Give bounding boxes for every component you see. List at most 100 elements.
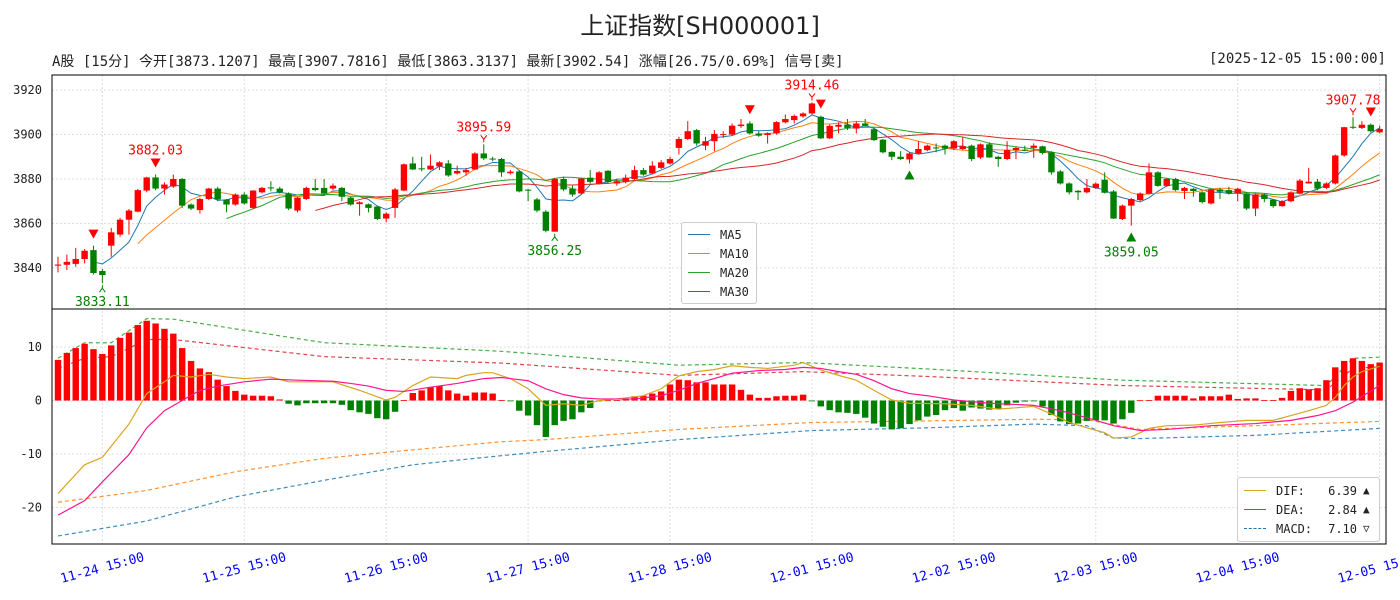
candle <box>178 177 186 208</box>
candle <box>826 124 833 139</box>
candle <box>241 192 248 205</box>
time-tick-label: 11-25 15:00 <box>201 550 288 587</box>
candle-body <box>214 188 221 200</box>
macd-histogram-bar <box>187 360 195 401</box>
macd-histogram-bar <box>897 400 904 429</box>
macd-histogram-bar <box>1199 396 1206 401</box>
macd-histogram-bar <box>870 400 878 424</box>
macd-histogram-bar <box>1340 360 1348 401</box>
macd-histogram-bar <box>1287 390 1295 401</box>
candle <box>320 179 328 195</box>
candle <box>1349 117 1357 129</box>
candle-body <box>1181 187 1188 191</box>
candle <box>950 140 958 151</box>
candle <box>63 254 71 271</box>
legend-macd: MACD: 7.10 ▽ <box>1238 519 1379 538</box>
macd-histogram-bar <box>347 400 354 411</box>
legend-label: DEA: <box>1276 502 1305 517</box>
macd-histogram-bar <box>1207 396 1215 401</box>
candle <box>551 177 558 232</box>
candle-body <box>1225 190 1233 194</box>
candle <box>108 227 115 257</box>
candle-body <box>1296 180 1303 194</box>
candle-body <box>1278 201 1286 207</box>
macd-histogram-bar <box>826 400 833 411</box>
macd-histogram-bar <box>1332 367 1339 401</box>
macd-histogram-bar <box>932 400 940 415</box>
macd-histogram-bar <box>1110 400 1117 424</box>
macd-histogram-bar <box>711 384 718 401</box>
legend-label: MA10 <box>720 246 749 261</box>
candle <box>134 189 142 213</box>
candle-body <box>1065 183 1073 193</box>
candle-body <box>1101 179 1108 193</box>
macd-histogram-bar <box>170 333 177 401</box>
candle-body <box>915 149 922 154</box>
candle-body <box>258 187 266 193</box>
candle <box>915 141 922 155</box>
candle-body <box>152 177 159 189</box>
candle <box>54 256 62 273</box>
macd-histogram-bar <box>489 393 496 401</box>
candle-body <box>977 144 984 158</box>
candle <box>418 156 425 172</box>
candle <box>161 182 168 195</box>
candle-body <box>799 113 807 117</box>
macd-histogram-bar <box>445 390 452 401</box>
macd-histogram-bar <box>1269 400 1277 401</box>
macd-histogram-bar <box>1252 398 1259 401</box>
high-price-label: 3895.59 <box>456 120 511 135</box>
candle-body <box>320 187 328 194</box>
macd-histogram-bar <box>382 400 390 420</box>
macd-histogram-bar <box>977 400 984 409</box>
candle-body <box>587 177 594 182</box>
legend-ma30: MA30 <box>682 282 756 301</box>
candle-body <box>178 179 186 206</box>
candle-body <box>1172 179 1179 191</box>
macd-histogram-bar <box>1136 400 1144 402</box>
candle-body <box>657 162 665 168</box>
macd-histogram-bar <box>196 368 204 401</box>
candle-body <box>560 179 567 190</box>
candle <box>799 112 807 118</box>
candle-body <box>932 147 940 149</box>
candle-body <box>755 133 762 136</box>
candle <box>1030 143 1037 158</box>
candle-body <box>516 171 523 192</box>
legend-ma5: MA5 <box>682 225 756 244</box>
high-marker-icon <box>480 135 488 143</box>
candle-body <box>81 250 88 259</box>
price-tick-label: 3900 <box>13 128 42 142</box>
candle-body <box>684 131 691 139</box>
candle-body <box>267 187 275 189</box>
candle <box>1083 179 1091 194</box>
candle-body <box>1367 124 1374 132</box>
sell-signal-icon <box>1365 107 1376 117</box>
macd-histogram-bar <box>471 392 479 401</box>
legend-label: MACD: <box>1276 521 1313 536</box>
macd-histogram-bar <box>81 343 88 401</box>
macd-histogram-bar <box>1048 400 1055 415</box>
macd-histogram-bar <box>241 394 248 401</box>
candle <box>196 197 204 214</box>
ma30-line <box>315 133 1380 211</box>
candle-body <box>702 141 709 146</box>
candle <box>1065 182 1073 195</box>
candle-body <box>427 165 434 170</box>
macd-histogram-bar <box>702 382 709 401</box>
macd-histogram-bar <box>1349 358 1357 401</box>
candle-body <box>409 163 416 170</box>
candle <box>1119 204 1126 221</box>
sell-signal-icon <box>744 105 755 115</box>
sell-signal-icon <box>150 158 161 168</box>
price-tick-label: 3920 <box>13 83 42 97</box>
candle <box>1269 199 1277 208</box>
dea-swatch <box>1244 509 1266 510</box>
candle <box>1181 186 1188 199</box>
macd-histogram-bar <box>986 400 993 410</box>
candle-body <box>888 151 895 157</box>
candle <box>1332 154 1339 185</box>
candle-body <box>666 159 674 164</box>
macd-histogram-bar <box>569 400 576 420</box>
macd-histogram-bar <box>551 400 558 426</box>
